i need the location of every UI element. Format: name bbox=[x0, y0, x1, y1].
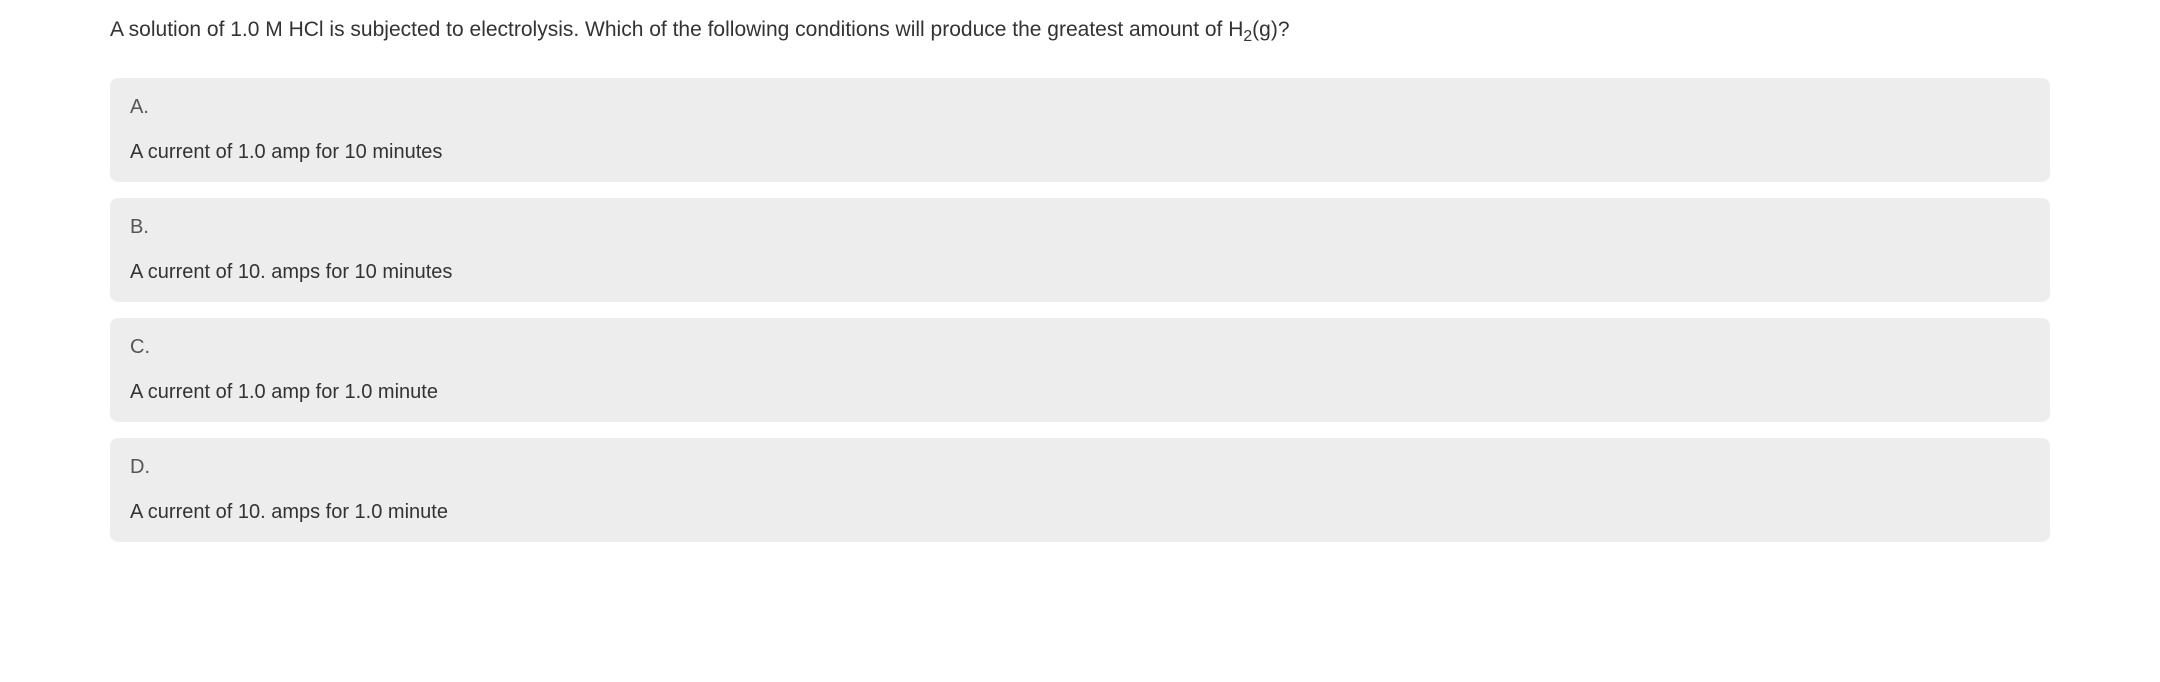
option-text: A current of 1.0 amp for 1.0 minute bbox=[130, 381, 2030, 404]
option-b[interactable]: B. A current of 10. amps for 10 minutes bbox=[110, 198, 2050, 302]
option-letter: A. bbox=[130, 96, 2030, 119]
option-text: A current of 10. amps for 10 minutes bbox=[130, 261, 2030, 284]
option-d[interactable]: D. A current of 10. amps for 1.0 minute bbox=[110, 438, 2050, 542]
question-subscript: 2 bbox=[1243, 28, 1252, 45]
option-a[interactable]: A. A current of 1.0 amp for 10 minutes bbox=[110, 78, 2050, 182]
option-letter: D. bbox=[130, 456, 2030, 479]
question-text-part1: A solution of 1.0 M HCl is subjected to … bbox=[110, 18, 1243, 41]
option-letter: C. bbox=[130, 336, 2030, 359]
question-text: A solution of 1.0 M HCl is subjected to … bbox=[110, 15, 2050, 48]
question-text-part2: (g)? bbox=[1252, 18, 1289, 41]
option-c[interactable]: C. A current of 1.0 amp for 1.0 minute bbox=[110, 318, 2050, 422]
option-letter: B. bbox=[130, 216, 2030, 239]
option-text: A current of 1.0 amp for 10 minutes bbox=[130, 141, 2030, 164]
option-text: A current of 10. amps for 1.0 minute bbox=[130, 501, 2030, 524]
